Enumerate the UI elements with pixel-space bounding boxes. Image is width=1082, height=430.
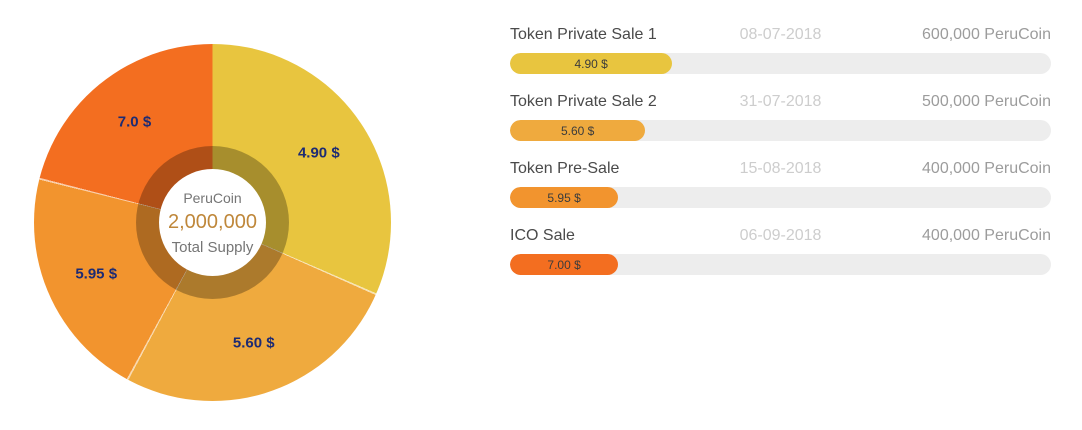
token-price-donut-chart: PeruCoin 2,000,000 Total Supply 4.90 $ 5.… [34, 44, 391, 401]
stage-amount: 400,000 PeruCoin [922, 160, 1051, 177]
sale-stages-list: Token Private Sale 1 08-07-2018 600,000 … [510, 25, 1051, 293]
stage-amount: 500,000 PeruCoin [922, 93, 1051, 110]
stage-price-bar-fill: 4.90 $ [510, 53, 673, 74]
pie-slice-label: 4.90 $ [297, 144, 340, 162]
coin-name: PeruCoin [183, 189, 242, 206]
stage-price-bar-track: 5.95 $ [510, 187, 1051, 208]
stage-amount: 600,000 PeruCoin [922, 26, 1051, 43]
stage-name: Token Private Sale 1 [510, 26, 657, 43]
stage-price-bar-track: 4.90 $ [510, 53, 1051, 74]
donut-center: PeruCoin 2,000,000 Total Supply [159, 169, 266, 276]
sale-stage-header: Token Pre-Sale 15-08-2018 400,000 PeruCo… [510, 159, 1051, 179]
sale-stage-header: ICO Sale 06-09-2018 400,000 PeruCoin [510, 226, 1051, 246]
stage-name: Token Pre-Sale [510, 160, 620, 177]
stage-name: ICO Sale [510, 227, 575, 244]
stage-date: 31-07-2018 [739, 93, 822, 110]
sale-stage-row: Token Private Sale 2 31-07-2018 500,000 … [510, 92, 1051, 141]
stage-date: 06-09-2018 [739, 227, 822, 244]
stage-date: 15-08-2018 [739, 160, 822, 177]
stage-name: Token Private Sale 2 [510, 93, 657, 110]
sale-stage-header: Token Private Sale 2 31-07-2018 500,000 … [510, 92, 1051, 112]
sale-stage-header: Token Private Sale 1 08-07-2018 600,000 … [510, 25, 1051, 45]
pie-slice-label: 5.95 $ [75, 265, 118, 282]
stage-amount: 400,000 PeruCoin [922, 227, 1051, 244]
total-supply-value: 2,000,000 [168, 210, 257, 233]
pie-slice-label: 5.60 $ [232, 334, 275, 352]
sale-stage-row: ICO Sale 06-09-2018 400,000 PeruCoin 7.0… [510, 226, 1051, 275]
stage-price-bar-track: 7.00 $ [510, 254, 1051, 275]
stage-price-bar-fill: 7.00 $ [510, 254, 619, 275]
sale-stage-row: Token Private Sale 1 08-07-2018 600,000 … [510, 25, 1051, 74]
pie-slice-label: 7.0 $ [117, 113, 152, 131]
stage-price-bar-track: 5.60 $ [510, 120, 1051, 141]
stage-price-bar-fill: 5.95 $ [510, 187, 619, 208]
stage-price-bar-fill: 5.60 $ [510, 120, 646, 141]
total-supply-caption: Total Supply [171, 238, 254, 256]
stage-date: 08-07-2018 [739, 26, 822, 43]
sale-stage-row: Token Pre-Sale 15-08-2018 400,000 PeruCo… [510, 159, 1051, 208]
